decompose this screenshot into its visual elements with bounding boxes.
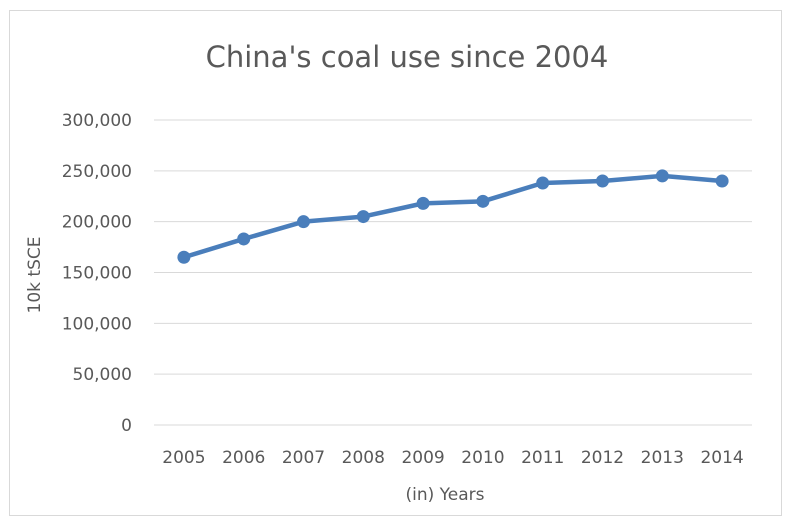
x-axis-ticks: 2005 2006 2007 2008 2009 2010 2011 2012 2013 2014 — [162, 448, 743, 468]
x-tick-label: 2014 — [700, 448, 743, 468]
chart-frame — [9, 10, 782, 516]
y-tick-label: 200,000 — [62, 213, 132, 233]
data-point — [416, 196, 430, 210]
data-point — [476, 194, 490, 208]
y-axis-label: 10k tSCE — [25, 237, 45, 314]
x-tick-label: 2010 — [461, 448, 504, 468]
x-tick-label: 2011 — [521, 448, 564, 468]
data-point — [536, 176, 550, 190]
data-point — [596, 174, 609, 188]
y-tick-label: 250,000 — [62, 162, 132, 182]
x-tick-label: 2006 — [222, 448, 265, 468]
x-tick-label: 2005 — [162, 448, 205, 468]
x-tick-label: 2009 — [401, 448, 444, 468]
series-group — [177, 169, 729, 264]
x-tick-label: 2008 — [342, 448, 385, 468]
y-axis-ticks: 0 50,000 100,000 150,000 200,000 250,000 300,0… — [62, 111, 132, 436]
data-point — [356, 210, 370, 224]
data-point — [655, 169, 669, 183]
data-point — [177, 250, 191, 264]
x-axis-label: (in) Years — [405, 485, 484, 505]
y-tick-label: 50,000 — [73, 365, 132, 385]
data-point — [237, 232, 251, 246]
y-tick-label: 100,000 — [62, 314, 132, 334]
data-point — [297, 215, 310, 229]
y-tick-label: 300,000 — [62, 111, 132, 131]
data-point — [715, 174, 729, 188]
x-tick-label: 2012 — [581, 448, 624, 468]
y-tick-label: 150,000 — [62, 264, 132, 284]
chart-title: China's coal use since 2004 — [206, 40, 609, 74]
y-tick-label: 0 — [121, 416, 132, 436]
grid-lines — [154, 119, 752, 426]
x-tick-label: 2007 — [282, 448, 325, 468]
series-line — [181, 173, 725, 260]
x-tick-label: 2013 — [641, 448, 684, 468]
